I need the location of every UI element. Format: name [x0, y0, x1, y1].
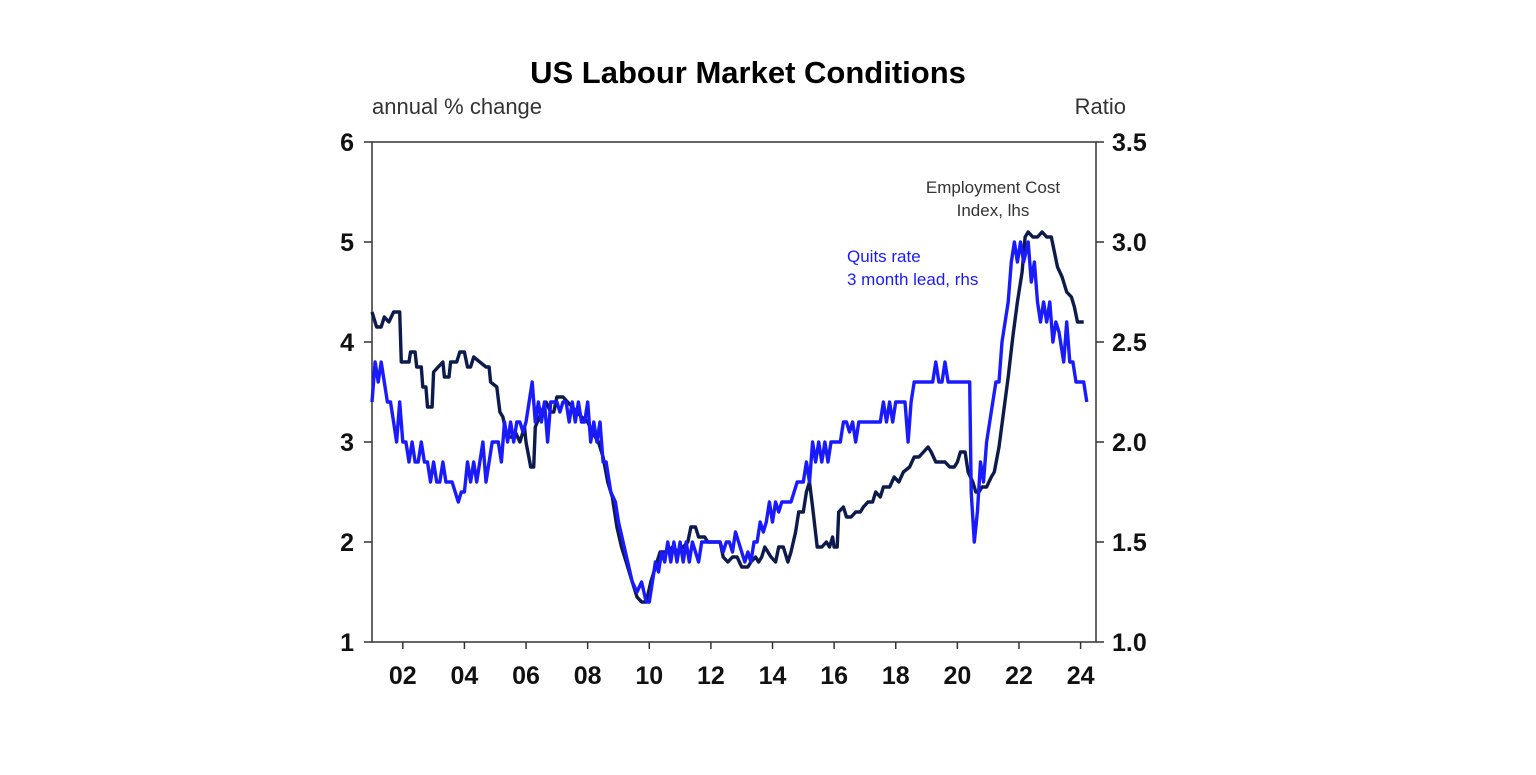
x-tick-label: 14 — [759, 662, 787, 690]
left-tick-label: 6 — [340, 129, 354, 157]
x-tick-label: 10 — [635, 662, 663, 690]
left-tick-label: 5 — [340, 229, 354, 257]
quits-annotation-line1: Quits rate — [847, 247, 921, 266]
quits-series-line — [370, 240, 1089, 604]
x-tick-label: 22 — [1005, 662, 1033, 690]
x-tick-label: 06 — [512, 662, 540, 690]
right-tick-label: 2.5 — [1112, 329, 1147, 357]
x-axis: 02 04 06 08 10 12 14 16 18 20 22 24 — [389, 642, 1095, 690]
left-axis: 1 2 3 4 5 6 — [340, 129, 372, 657]
quits-annotation-line2: 3 month lead, rhs — [847, 270, 978, 289]
left-tick-label: 3 — [340, 429, 354, 457]
eci-annotation-line2: Index, lhs — [957, 201, 1030, 220]
right-axis: 1.0 1.5 2.0 2.5 3.0 3.5 — [1096, 129, 1147, 657]
eci-annotation-line1: Employment Cost — [926, 178, 1060, 197]
left-tick-label: 2 — [340, 529, 354, 557]
x-tick-label: 12 — [697, 662, 725, 690]
x-tick-label: 18 — [882, 662, 910, 690]
x-tick-label: 20 — [943, 662, 971, 690]
left-tick-label: 1 — [340, 629, 354, 657]
right-tick-label: 1.5 — [1112, 529, 1147, 557]
x-tick-label: 08 — [574, 662, 602, 690]
x-tick-label: 02 — [389, 662, 417, 690]
eci-series-line — [370, 230, 1084, 604]
right-tick-label: 3.5 — [1112, 129, 1147, 157]
left-axis-label: annual % change — [372, 94, 542, 119]
right-axis-label: Ratio — [1075, 94, 1126, 119]
x-tick-label: 16 — [820, 662, 848, 690]
x-tick-label: 24 — [1067, 662, 1095, 690]
x-tick-label: 04 — [451, 662, 479, 690]
right-tick-label: 1.0 — [1112, 629, 1147, 657]
right-tick-label: 3.0 — [1112, 229, 1147, 257]
left-tick-label: 4 — [340, 329, 354, 357]
chart-title: US Labour Market Conditions — [530, 55, 966, 90]
right-tick-label: 2.0 — [1112, 429, 1147, 457]
